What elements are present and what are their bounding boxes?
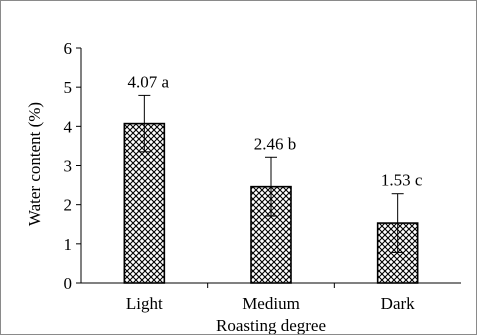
x-tick-label: Dark — [381, 294, 415, 313]
data-label: 1.53 c — [381, 171, 423, 190]
y-tick-label: 0 — [64, 274, 73, 293]
y-tick-label: 3 — [64, 157, 73, 176]
x-tick-label: Light — [126, 294, 163, 313]
data-label: 4.07 a — [128, 72, 170, 91]
y-tick-label: 1 — [64, 235, 73, 254]
data-label: 2.46 b — [254, 134, 297, 153]
x-axis-title: Roasting degree — [216, 316, 326, 334]
y-tick-label: 2 — [64, 196, 73, 215]
x-tick-label: Medium — [242, 294, 300, 313]
y-tick-label: 4 — [64, 117, 73, 136]
y-tick-label: 6 — [64, 39, 73, 58]
y-axis-title: Water content (%) — [25, 102, 44, 226]
y-tick-label: 5 — [64, 78, 73, 97]
